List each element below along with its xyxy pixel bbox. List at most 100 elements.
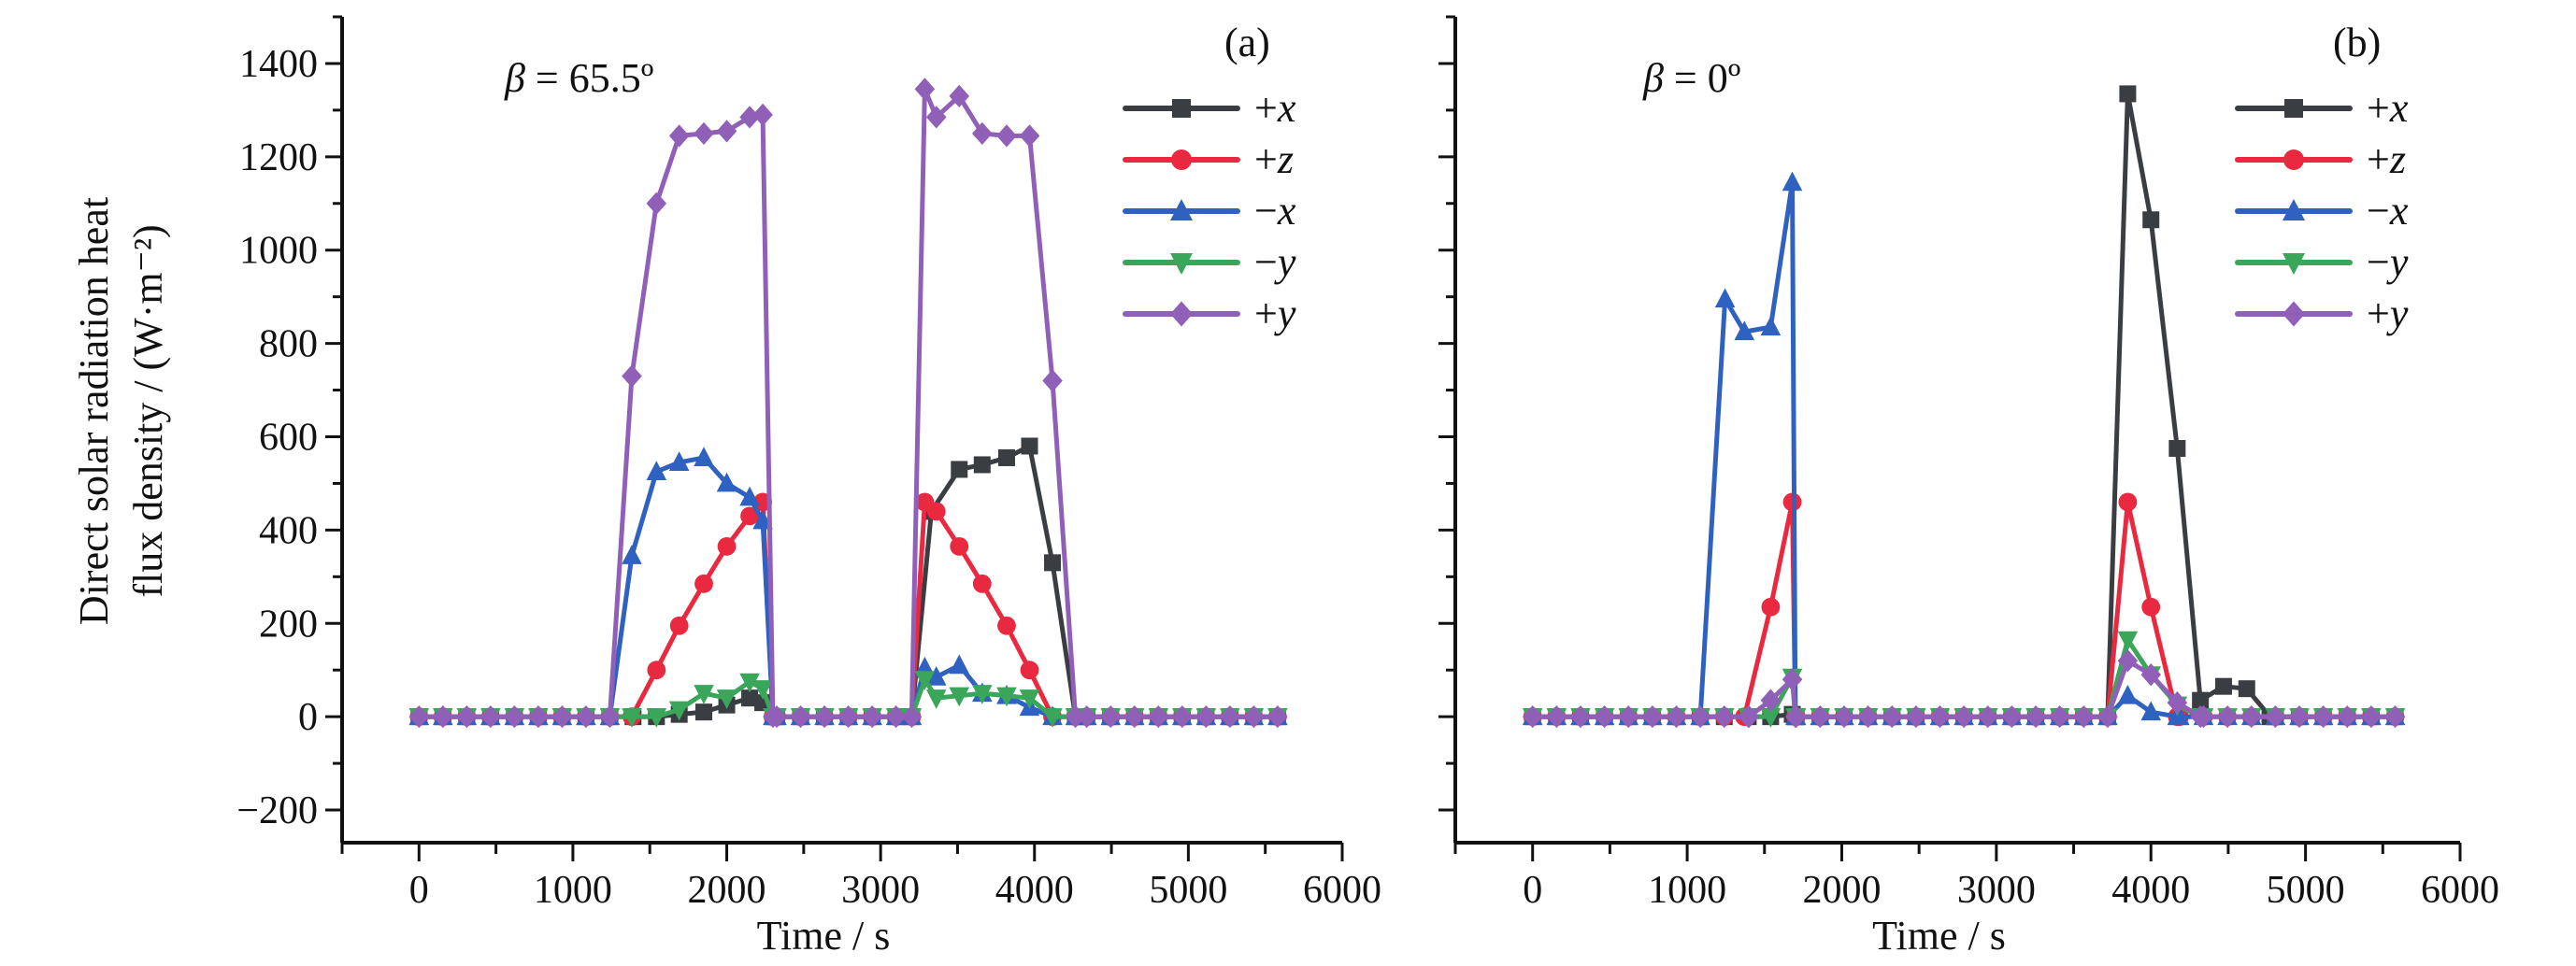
diamond-marker xyxy=(1100,705,1122,729)
triangle-down-marker xyxy=(1019,689,1040,709)
beta-annotation: β = 65.5º xyxy=(504,55,653,101)
triangle-up-marker xyxy=(622,545,642,564)
triangle-down-marker xyxy=(716,689,737,709)
diamond-marker xyxy=(837,705,859,729)
circle-marker xyxy=(1761,597,1781,617)
square-marker xyxy=(2238,680,2255,698)
diamond-marker xyxy=(2289,705,2310,729)
diamond-marker xyxy=(1929,705,1951,729)
diamond-marker xyxy=(1243,705,1265,729)
series-plus-x xyxy=(410,437,1286,726)
triangle-up-marker xyxy=(668,451,690,471)
triangle-up-marker xyxy=(716,472,737,492)
diamond-marker xyxy=(1642,705,1663,729)
y-tick-label: 200 xyxy=(259,603,318,646)
triangle-down-marker xyxy=(668,701,690,721)
diamond-marker xyxy=(408,705,430,729)
diamond-marker xyxy=(2384,705,2406,729)
diamond-marker xyxy=(1123,705,1145,729)
diamond-marker xyxy=(1042,369,1063,392)
legend-item: +y xyxy=(2235,291,2409,336)
triangle-down-marker xyxy=(2283,253,2305,275)
legend-item: −x xyxy=(2235,188,2409,234)
diamond-marker xyxy=(862,705,882,729)
diamond-marker xyxy=(2049,705,2070,729)
triangle-down-marker xyxy=(694,685,714,704)
triangle-up-marker xyxy=(1170,199,1193,220)
triangle-down-marker xyxy=(646,708,667,728)
diamond-marker xyxy=(1594,705,1615,729)
triangle-up-marker xyxy=(1714,288,1736,308)
y-tick-label: 1200 xyxy=(239,136,318,179)
legend-label: +z xyxy=(2367,136,2406,182)
diamond-marker xyxy=(972,121,993,146)
y-tick-label: 1000 xyxy=(239,230,318,273)
triangle-up-marker xyxy=(949,654,970,675)
legend-item: −y xyxy=(2235,239,2409,285)
x-tick-label: 1000 xyxy=(534,869,612,912)
diamond-marker xyxy=(1953,705,1974,729)
triangle-up-marker xyxy=(1734,320,1755,341)
legend-label: +x xyxy=(2367,85,2409,131)
y-axis-title-line: Direct solar radiation heat xyxy=(71,197,117,625)
diamond-marker xyxy=(1170,301,1193,327)
diamond-marker xyxy=(2361,705,2382,729)
x-tick-label: 5000 xyxy=(1149,869,1227,912)
triangle-down-marker xyxy=(2117,631,2139,651)
diamond-marker xyxy=(1546,705,1567,729)
diamond-marker xyxy=(2193,705,2214,729)
series-minus-x xyxy=(1522,171,2406,726)
legend-label: +z xyxy=(1254,136,1294,182)
series-line xyxy=(419,86,1278,719)
diamond-marker xyxy=(2240,705,2262,729)
diamond-marker xyxy=(1713,705,1735,729)
triangle-up-marker xyxy=(2140,701,2162,721)
legend-label: −x xyxy=(2367,188,2409,234)
y-tick-label: −200 xyxy=(236,789,318,832)
square-marker xyxy=(695,703,713,721)
legend-item: +z xyxy=(1123,136,1294,182)
circle-marker xyxy=(972,574,992,593)
x-axis-title: Time / s xyxy=(757,913,891,959)
triangle-up-marker xyxy=(1782,171,1803,192)
diamond-marker xyxy=(622,364,642,388)
circle-marker xyxy=(997,616,1016,635)
circle-marker xyxy=(694,574,713,593)
panel-a: −200 0 200 400 600 800 1000 1200 1400 0 1000 2000 30… xyxy=(71,15,1381,959)
square-marker xyxy=(951,461,968,478)
diamond-marker xyxy=(1857,705,1879,729)
legend-label: +x xyxy=(1254,85,1296,131)
triangle-down-marker xyxy=(1042,708,1063,728)
series-line xyxy=(1532,637,2396,719)
diamond-marker xyxy=(599,705,621,729)
diamond-marker xyxy=(646,192,667,215)
diamond-marker xyxy=(504,705,525,729)
diamond-marker xyxy=(996,124,1017,148)
legend-label: −y xyxy=(2367,239,2409,285)
triangle-down-marker xyxy=(972,685,993,704)
diamond-marker xyxy=(456,705,478,729)
circle-marker xyxy=(740,506,759,526)
circle-marker xyxy=(926,502,946,521)
square-marker xyxy=(973,456,991,474)
diamond-marker xyxy=(1834,705,1854,729)
y-tick-label: 1400 xyxy=(239,43,318,86)
triangle-up-marker xyxy=(1760,316,1782,336)
diamond-marker xyxy=(1739,705,1760,729)
triangle-down-marker xyxy=(996,687,1017,707)
diamond-marker xyxy=(694,121,714,146)
series-plus-y xyxy=(1522,649,2406,729)
square-marker xyxy=(2168,439,2186,457)
legend-label: −x xyxy=(1254,188,1296,234)
circle-marker xyxy=(950,536,969,556)
triangle-up-marker xyxy=(739,486,760,506)
y-axis-title-line: flux density / (W·m⁻²) xyxy=(125,224,171,597)
series-line xyxy=(419,455,1278,719)
diamond-marker xyxy=(790,705,811,729)
triangle-down-marker xyxy=(739,673,760,693)
panel-b: 0 1000 2000 3000 4000 5000 6000 Time / s β = 0º (… xyxy=(1438,15,2499,959)
circle-marker xyxy=(2118,492,2138,512)
legend-item: +y xyxy=(1123,291,1296,336)
series-line xyxy=(1532,499,2396,719)
